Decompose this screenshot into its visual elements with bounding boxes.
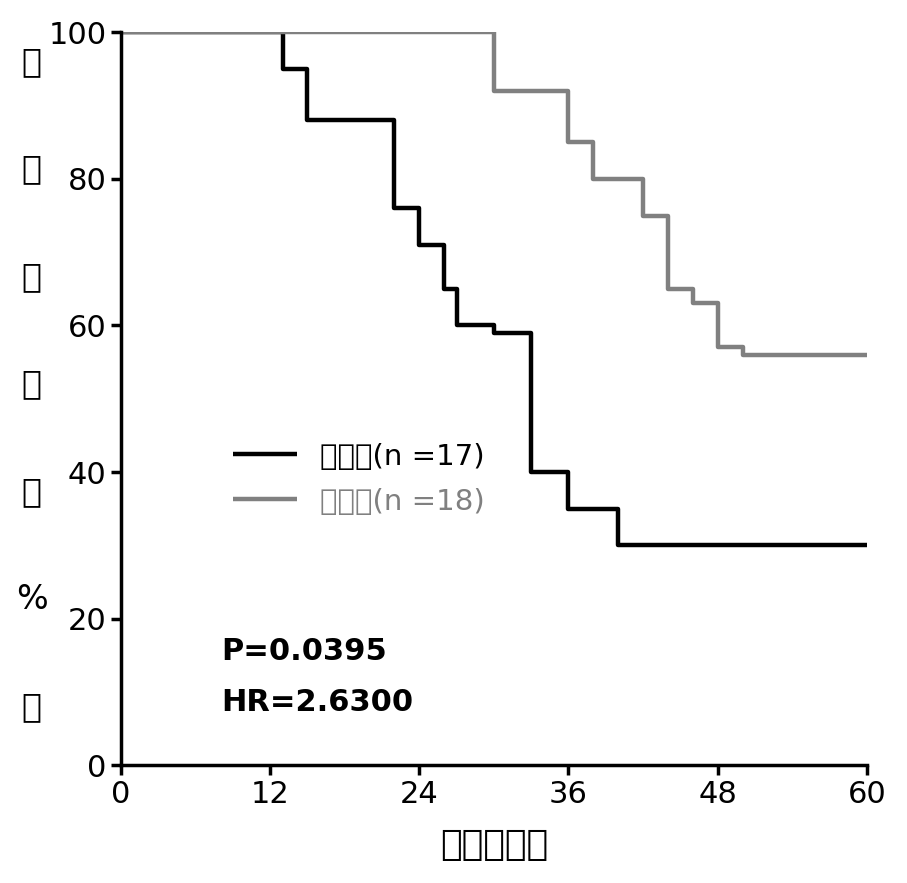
低表达(n =17) xyxy=(662,540,673,551)
高表达(n =18) xyxy=(662,283,673,294)
低表达(n =17) xyxy=(439,239,450,250)
低表达(n =17) xyxy=(700,540,711,551)
高表达(n =18) xyxy=(688,283,698,294)
低表达(n =17) xyxy=(563,467,574,478)
高表达(n =18) xyxy=(489,27,500,38)
低表达(n =17) xyxy=(862,540,873,551)
高表达(n =18) xyxy=(799,350,810,360)
高表达(n =18) xyxy=(563,86,574,96)
低表达(n =17) xyxy=(526,328,537,338)
低表达(n =17) xyxy=(451,283,462,294)
高表达(n =18) xyxy=(489,86,500,96)
低表达(n =17) xyxy=(862,540,873,551)
低表达(n =17) xyxy=(489,328,500,338)
高表达(n =18) xyxy=(688,298,698,309)
Text: HR=2.6300: HR=2.6300 xyxy=(221,688,414,717)
高表达(n =18) xyxy=(712,298,723,309)
Legend: 低表达(n =17), 高表达(n =18): 低表达(n =17), 高表达(n =18) xyxy=(232,442,485,516)
高表达(n =18) xyxy=(824,350,835,360)
高表达(n =18) xyxy=(638,174,649,185)
高表达(n =18) xyxy=(563,137,574,147)
高表达(n =18) xyxy=(712,342,723,352)
Text: P=0.0395: P=0.0395 xyxy=(221,637,387,666)
低表达(n =17) xyxy=(439,283,450,294)
低表达(n =17) xyxy=(414,239,424,250)
低表达(n =17) xyxy=(389,203,400,214)
低表达(n =17) xyxy=(613,503,624,514)
低表达(n =17) xyxy=(700,540,711,551)
Text: 率: 率 xyxy=(22,367,42,401)
低表达(n =17) xyxy=(451,321,462,331)
低表达(n =17) xyxy=(613,540,624,551)
高表达(n =18) xyxy=(862,350,873,360)
高表达(n =18) xyxy=(662,210,673,221)
Text: 总: 总 xyxy=(22,45,42,79)
低表达(n =17) xyxy=(563,503,574,514)
低表达(n =17) xyxy=(489,321,500,331)
高表达(n =18) xyxy=(862,350,873,360)
低表达(n =17) xyxy=(302,115,313,125)
Text: ）: ） xyxy=(22,690,42,723)
低表达(n =17) xyxy=(278,27,288,38)
低表达(n =17) xyxy=(526,467,537,478)
高表达(n =18) xyxy=(824,350,835,360)
Text: 生: 生 xyxy=(22,153,42,185)
低表达(n =17) xyxy=(662,540,673,551)
高表达(n =18) xyxy=(737,342,748,352)
高表达(n =18) xyxy=(588,174,599,185)
高表达(n =18) xyxy=(115,27,126,38)
低表达(n =17) xyxy=(115,27,126,38)
低表达(n =17) xyxy=(389,115,400,125)
Text: （: （ xyxy=(22,475,42,508)
高表达(n =18) xyxy=(588,137,599,147)
X-axis label: 时间（月）: 时间（月） xyxy=(440,828,548,862)
低表达(n =17) xyxy=(302,64,313,74)
低表达(n =17) xyxy=(278,64,288,74)
高表达(n =18) xyxy=(638,210,649,221)
Text: 存: 存 xyxy=(22,260,42,293)
Text: %: % xyxy=(15,583,47,615)
低表达(n =17) xyxy=(638,540,649,551)
低表达(n =17) xyxy=(414,203,424,214)
Line: 低表达(n =17): 低表达(n =17) xyxy=(121,33,867,546)
高表达(n =18) xyxy=(737,350,748,360)
高表达(n =18) xyxy=(799,350,810,360)
低表达(n =17) xyxy=(638,540,649,551)
Line: 高表达(n =18): 高表达(n =18) xyxy=(121,33,867,355)
